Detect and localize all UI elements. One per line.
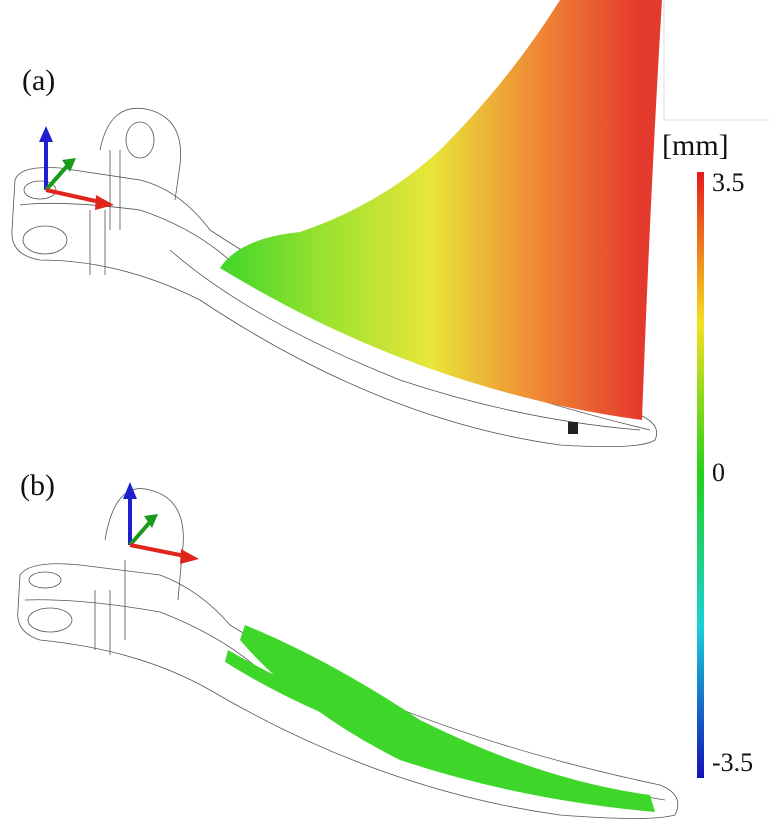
colorbar-tick-label: 3.5 [712,168,745,197]
panel-label: (a) [22,64,55,97]
colorbar-unit: [mm] [662,129,729,162]
axis-triad [39,126,114,210]
colorbar [697,172,704,778]
colorbar-ticks: 3.5 0 -3.5 [712,168,753,777]
marker [568,422,578,434]
colorbar-tick-label: 0 [712,458,725,487]
colorbar-tick-label: -3.5 [712,748,753,777]
deviation-field [220,0,662,420]
deviation-field [225,625,655,812]
panel-label: (b) [20,469,55,502]
axis-triad [123,482,199,564]
